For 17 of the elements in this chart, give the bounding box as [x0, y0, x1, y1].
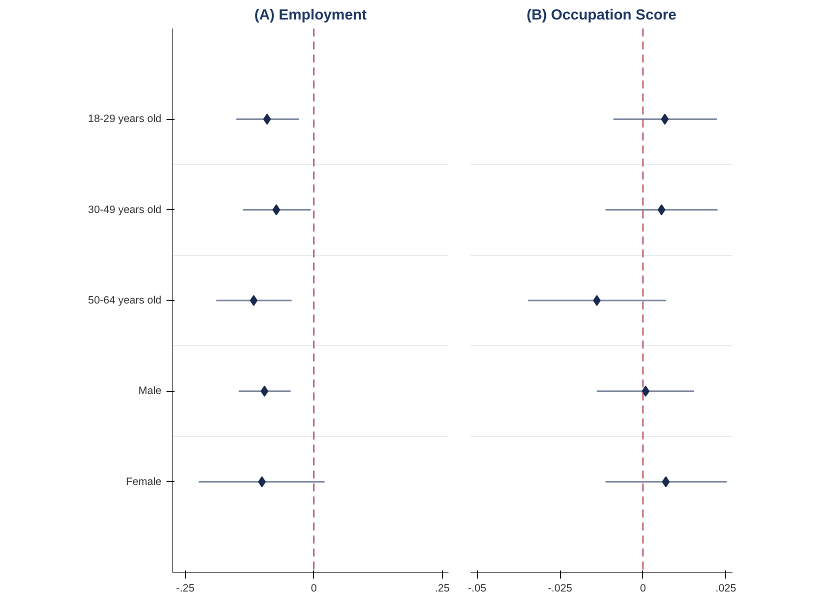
x-tick-label: 0 — [310, 582, 317, 594]
point — [593, 295, 601, 306]
y-tick-label: 18-29 years old — [88, 113, 162, 126]
x-tick-label: .025 — [715, 582, 736, 594]
x-tick-label: -.25 — [176, 582, 195, 594]
y-tick-label: Female — [126, 476, 162, 488]
y-tick-label: Male — [138, 385, 162, 398]
chart-title: (A) Employment — [254, 8, 367, 24]
x-tick-label: .25 — [434, 582, 450, 594]
x-tick-label: -.025 — [548, 582, 572, 594]
x-tick-label: -.05 — [468, 582, 486, 594]
chart-title: (B) Occupation Score — [526, 8, 676, 24]
point — [272, 204, 280, 216]
point — [250, 295, 258, 306]
x-tick-label: 0 — [640, 582, 646, 594]
y-tick-label: 30-49 years old — [88, 204, 162, 216]
y-tick-label: 50-64 years old — [88, 294, 162, 306]
